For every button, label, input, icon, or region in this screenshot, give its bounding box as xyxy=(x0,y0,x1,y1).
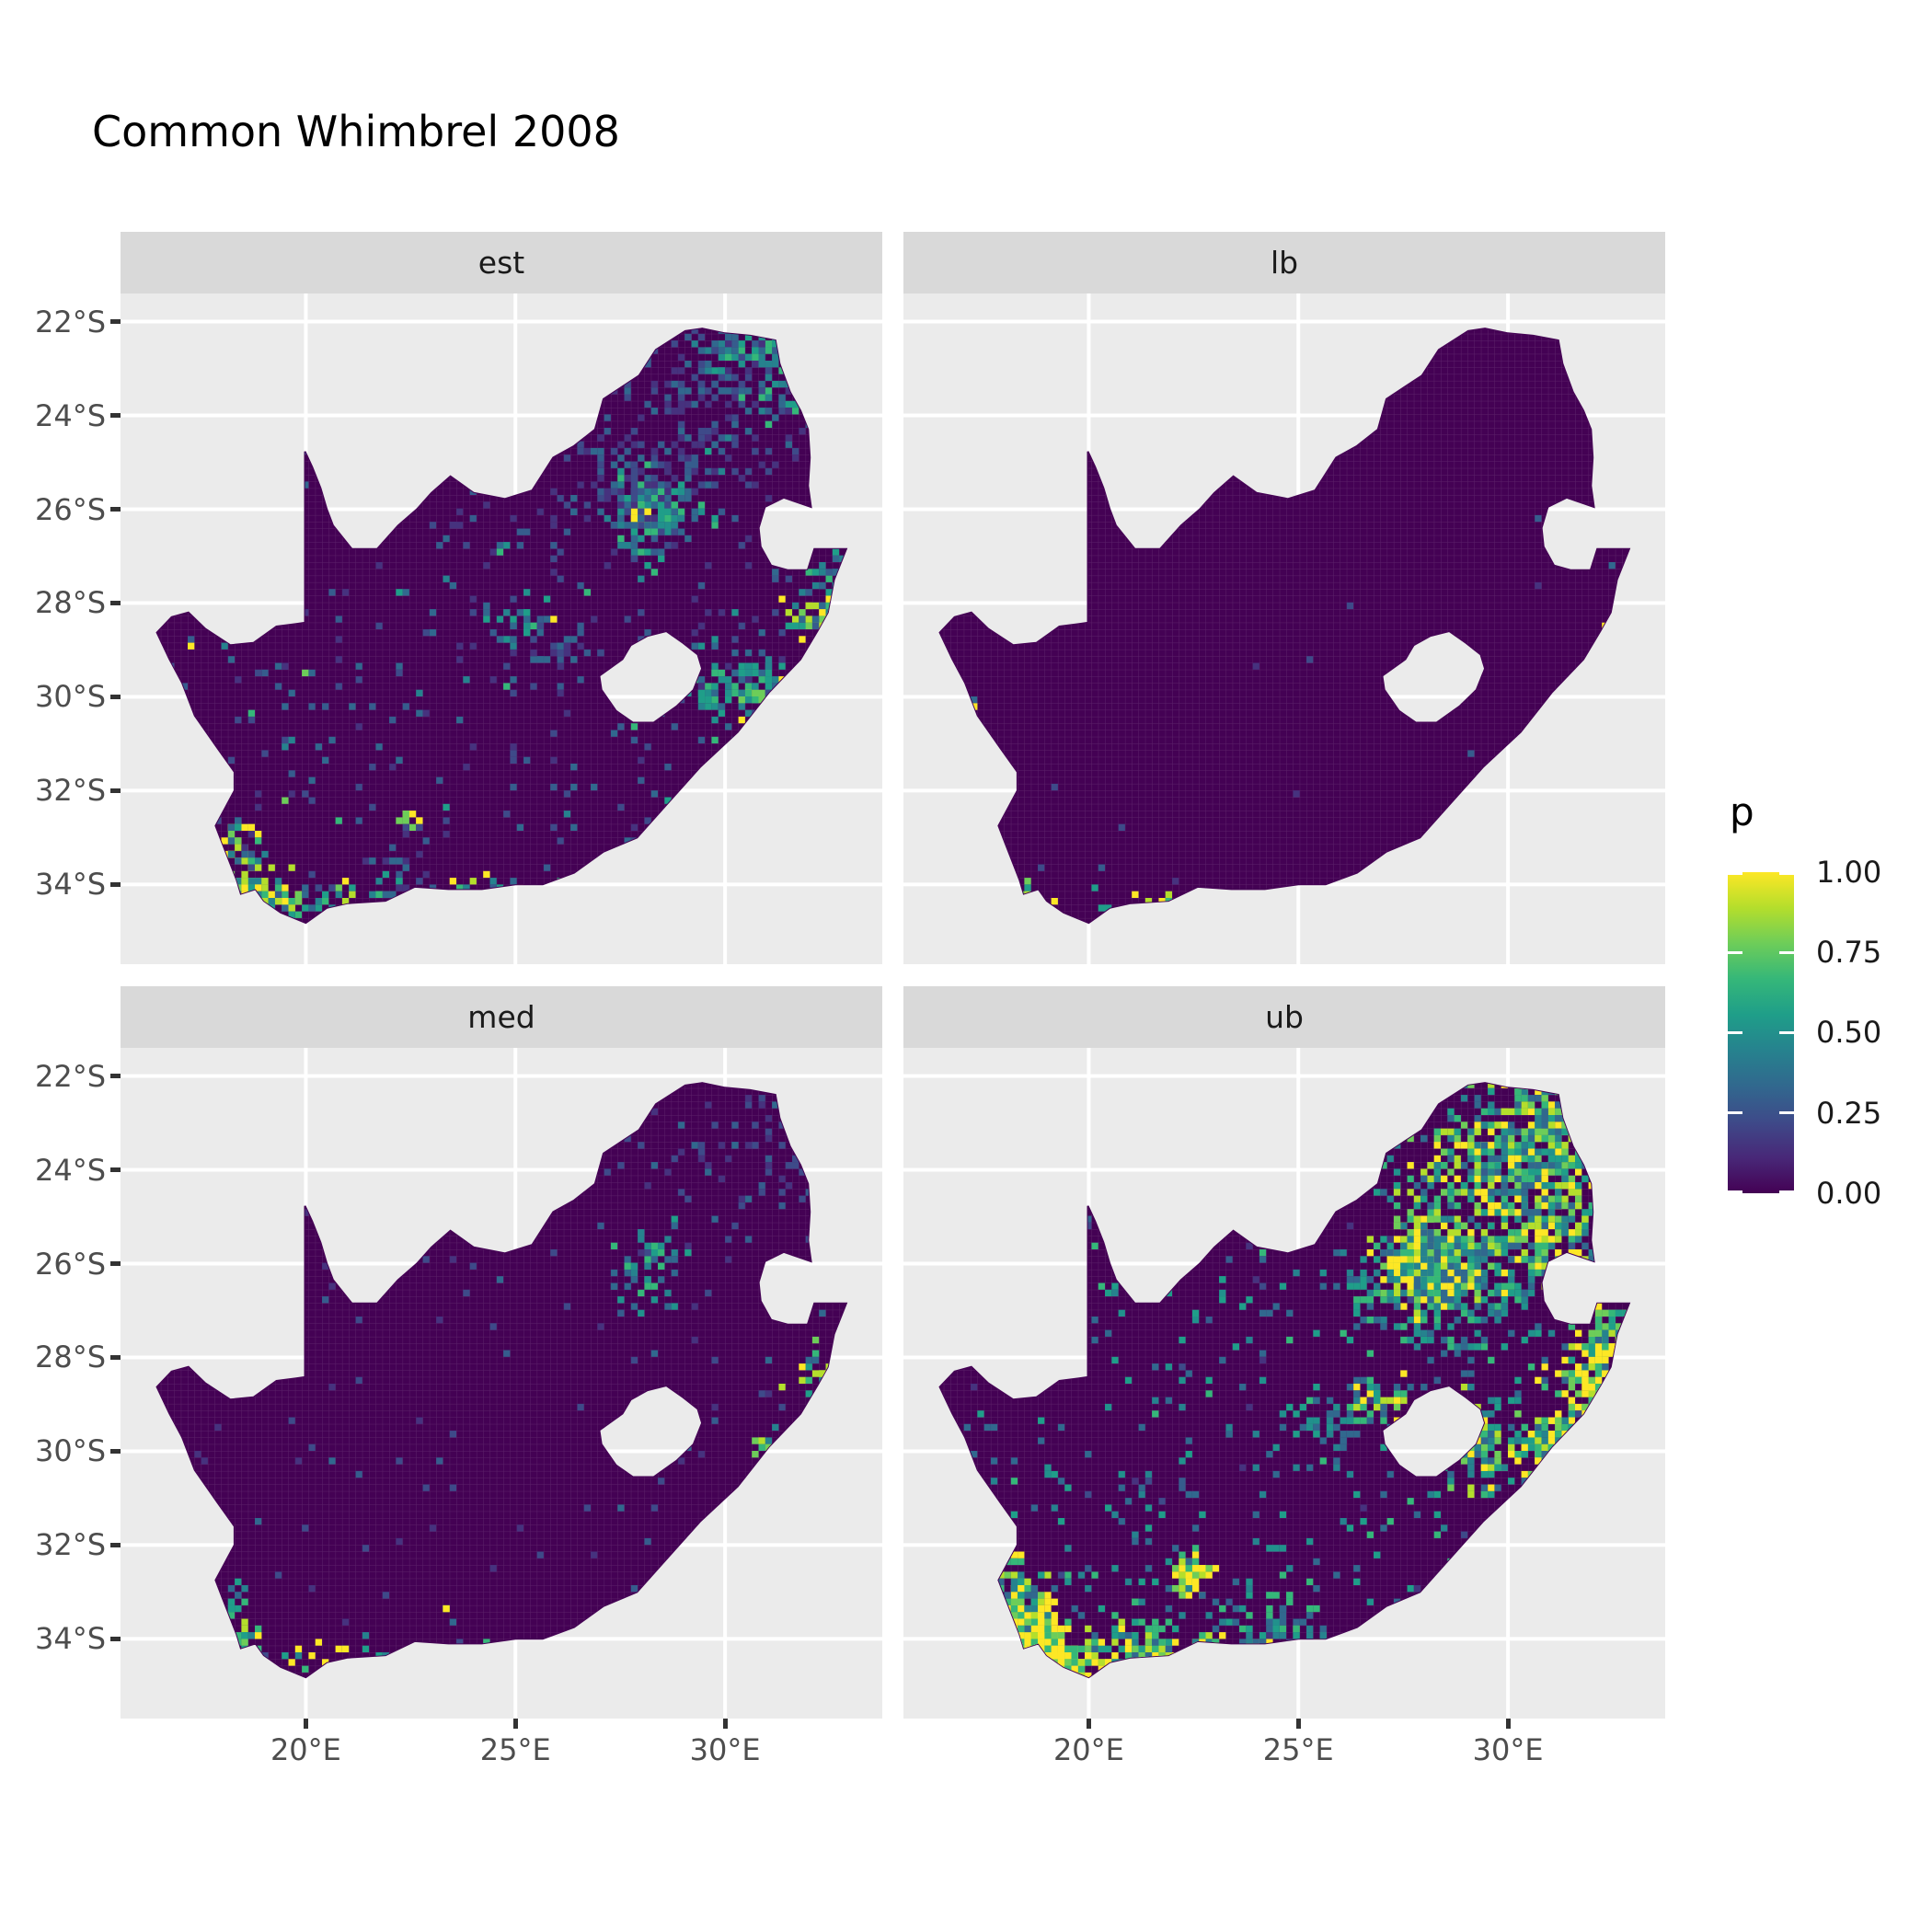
y-tick-mark xyxy=(110,319,121,325)
legend-tick-mark xyxy=(1779,872,1794,875)
y-tick-label: 26°S xyxy=(34,491,106,527)
y-tick-label: 22°S xyxy=(34,304,106,339)
x-tick-mark xyxy=(303,1719,308,1729)
x-tick-mark xyxy=(1086,1719,1091,1729)
legend-tick-mark xyxy=(1728,1190,1742,1193)
y-tick-mark xyxy=(110,788,121,793)
facet-strip-med: med xyxy=(121,986,882,1048)
x-tick-label: 25°E xyxy=(479,1732,551,1767)
facet-strip-est: est xyxy=(121,232,882,293)
y-tick-label: 24°S xyxy=(34,397,106,433)
y-tick-label: 32°S xyxy=(34,1527,106,1563)
facet-map-med xyxy=(121,1048,882,1722)
facet-strip-lb: lb xyxy=(903,232,1665,293)
y-tick-label: 28°S xyxy=(34,1340,106,1375)
y-tick-mark xyxy=(110,1542,121,1547)
y-tick-label: 30°S xyxy=(34,1433,106,1469)
facet-strip-label: med xyxy=(467,999,535,1035)
facet-map-lb xyxy=(903,293,1665,968)
facet-strip-ub: ub xyxy=(903,986,1665,1048)
legend-tick-mark xyxy=(1779,1031,1794,1034)
facet-strip-label: ub xyxy=(1265,999,1304,1035)
y-tick-mark xyxy=(110,600,121,605)
legend-tick-mark xyxy=(1728,1111,1742,1115)
y-tick-label: 32°S xyxy=(34,773,106,809)
y-tick-label: 26°S xyxy=(34,1246,106,1282)
y-tick-mark xyxy=(110,1167,121,1173)
plot-title: Common Whimbrel 2008 xyxy=(92,107,620,156)
legend-tick-label: 0.75 xyxy=(1816,935,1882,970)
y-tick-label: 30°S xyxy=(34,679,106,715)
legend-tick-label: 0.25 xyxy=(1816,1096,1882,1131)
facet-strip-label: lb xyxy=(1270,245,1299,281)
x-tick-label: 25°E xyxy=(1262,1732,1334,1767)
legend-title: p xyxy=(1730,789,1754,834)
x-tick-label: 30°E xyxy=(1472,1732,1544,1767)
y-tick-mark xyxy=(110,1074,121,1079)
legend-tick-label: 0.00 xyxy=(1816,1176,1882,1211)
y-tick-label: 28°S xyxy=(34,585,106,621)
y-tick-label: 24°S xyxy=(34,1152,106,1188)
y-tick-mark xyxy=(110,1636,121,1641)
y-tick-mark xyxy=(110,881,121,887)
legend-tick-label: 0.50 xyxy=(1816,1015,1882,1050)
y-tick-label: 34°S xyxy=(34,867,106,903)
y-tick-label: 22°S xyxy=(34,1058,106,1094)
y-tick-mark xyxy=(110,1354,121,1360)
y-tick-mark xyxy=(110,694,121,699)
x-tick-mark xyxy=(722,1719,728,1729)
legend-tick-mark xyxy=(1728,1031,1742,1034)
x-tick-mark xyxy=(1505,1719,1511,1729)
legend-tick-mark xyxy=(1728,950,1742,954)
y-tick-mark xyxy=(110,1448,121,1454)
x-tick-label: 20°E xyxy=(1052,1732,1124,1767)
y-tick-mark xyxy=(110,507,121,512)
facet-map-est xyxy=(121,293,882,968)
x-tick-mark xyxy=(512,1719,518,1729)
x-tick-label: 30°E xyxy=(689,1732,761,1767)
x-tick-mark xyxy=(1295,1719,1301,1729)
facet-map-ub xyxy=(903,1048,1665,1722)
legend-tick-mark xyxy=(1728,872,1742,875)
x-tick-label: 20°E xyxy=(270,1732,341,1767)
legend-tick-mark xyxy=(1779,1190,1794,1193)
y-tick-mark xyxy=(110,413,121,419)
y-tick-label: 34°S xyxy=(34,1621,106,1657)
y-tick-mark xyxy=(110,1261,121,1266)
legend-tick-mark xyxy=(1779,950,1794,954)
legend-tick-label: 1.00 xyxy=(1816,855,1882,890)
legend-tick-mark xyxy=(1779,1111,1794,1115)
facet-strip-label: est xyxy=(477,245,525,281)
